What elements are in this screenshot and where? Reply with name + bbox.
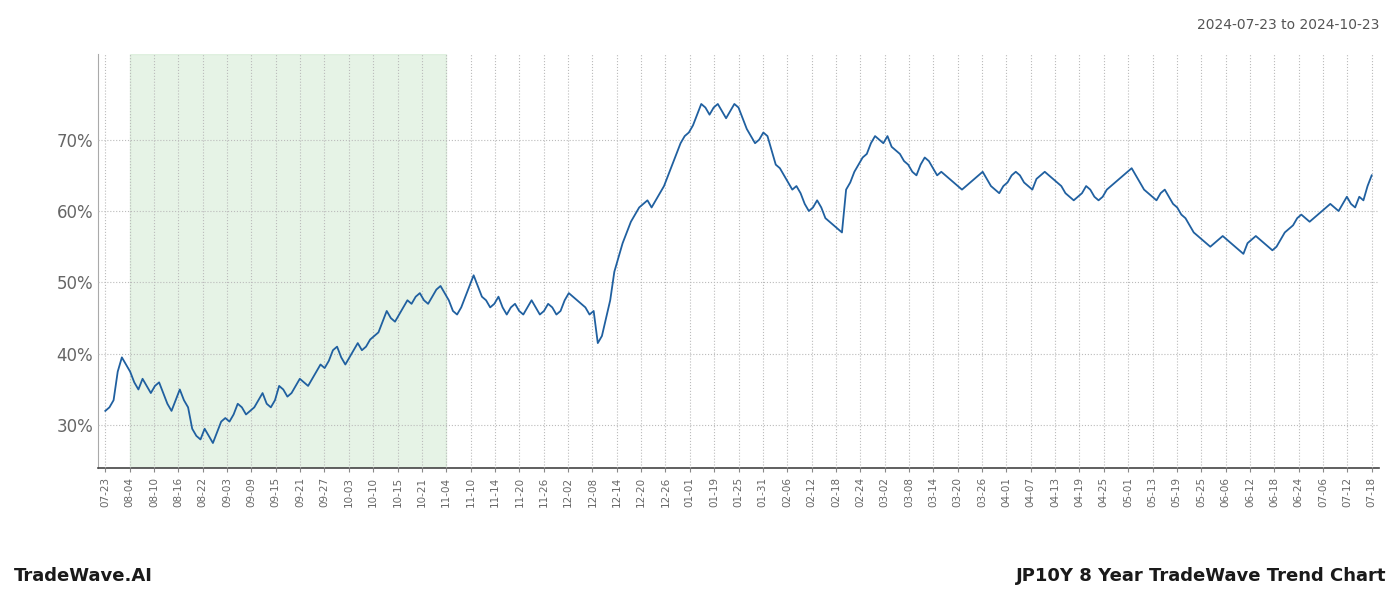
Bar [130,54,447,468]
Text: JP10Y 8 Year TradeWave Trend Chart: JP10Y 8 Year TradeWave Trend Chart [1015,567,1386,585]
Text: TradeWave.AI: TradeWave.AI [14,567,153,585]
Text: 2024-07-23 to 2024-10-23: 2024-07-23 to 2024-10-23 [1197,18,1379,32]
